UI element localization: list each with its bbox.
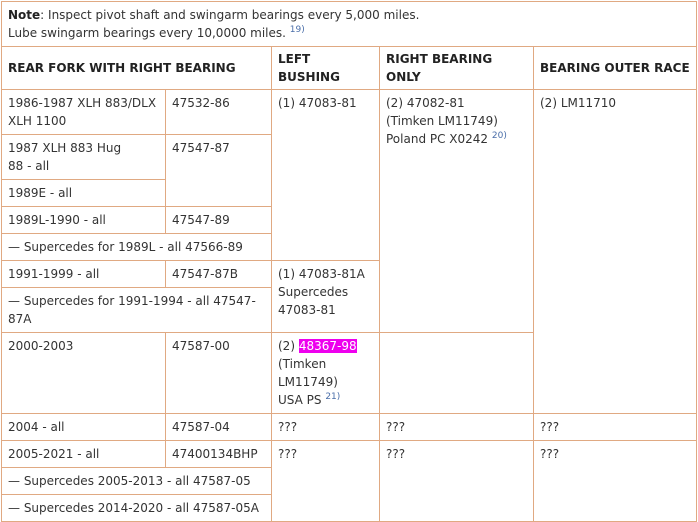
supersede-cell: — Supercedes for 1991-1994 - all 47547-8…	[1, 287, 272, 333]
right-bearing-text: USA PS	[278, 393, 322, 407]
model-cell: 2005-2021 - all	[1, 440, 166, 468]
model-text: 88 - all	[8, 159, 50, 173]
footnote-21-link[interactable]: 21)	[325, 392, 341, 402]
right-bearing-text: (2) 47082-81	[386, 96, 465, 110]
right-bearing-cell: ???	[379, 413, 534, 441]
header-right-bearing: RIGHT BEARING ONLY	[379, 46, 534, 90]
model-cell: 1986-1987 XLH 883/DLX XLH 1100	[1, 89, 166, 135]
outer-race-cell: (2) LM11710	[532, 89, 698, 414]
model-cell: 1989E - all	[1, 179, 166, 207]
header-row: REAR FORK WITH RIGHT BEARING LEFT BUSHIN…	[1, 46, 698, 90]
model-cell: 1987 XLH 883 Hug 88 - all	[1, 134, 166, 180]
note-line-1: : Inspect pivot shaft and swingarm beari…	[40, 8, 420, 22]
right-bearing-cell: (2) 47082-81 (Timken LM11749) Poland PC …	[379, 89, 534, 333]
outer-race-cell: ???	[532, 440, 698, 522]
part-cell: 47547-87B	[165, 260, 272, 288]
table-row: 1989L-1990 - all 47547-89	[1, 206, 697, 234]
footnote-20-link[interactable]: 20)	[491, 131, 507, 141]
left-bushing-cell: (1) 47083-81A Supercedes 47083-81	[271, 260, 380, 333]
model-cell: 1989L-1990 - all	[1, 206, 166, 234]
right-bearing-text: Poland PC X0242	[386, 132, 489, 146]
header-outer-race: BEARING OUTER RACE	[532, 46, 698, 90]
model-cell: 2000-2003	[1, 332, 166, 414]
model-text: XLH 1100	[8, 114, 67, 128]
right-bearing-cell: (2) 48367-98 (Timken LM11749) USA PS 21)	[271, 332, 380, 414]
table-row: 1986-1987 XLH 883/DLX XLH 1100 47532-86 …	[1, 89, 698, 414]
part-cell: 47400134BHP	[165, 440, 272, 468]
footnote-19-link[interactable]: 19)	[289, 25, 305, 35]
left-bushing-text: Supercedes	[278, 285, 349, 299]
part-cell: 47532-86	[165, 89, 272, 135]
model-text: 1986-1987 XLH 883/DLX	[8, 96, 157, 110]
supersede-cell: — Supercedes 2005-2013 - all 47587-05	[1, 467, 272, 495]
part-cell: 47587-00	[165, 332, 272, 414]
left-bushing-cell: ???	[271, 440, 380, 522]
left-bushing-text: 47083-81	[278, 303, 336, 317]
table-row: (2) 48367-98 (Timken LM11749) USA PS 21)	[2, 332, 697, 414]
left-bushing-text: (1) 47083-81A	[278, 267, 365, 281]
left-bushing-cell: ???	[271, 413, 380, 441]
note-label: Note	[8, 8, 41, 22]
table-row: 2004 - all 47587-04 ??? ??? ???	[1, 413, 698, 441]
part-cell: 47547-89	[165, 206, 272, 234]
header-left-bushing: LEFT BUSHING	[271, 46, 380, 90]
supersede-cell: — Supercedes 2014-2020 - all 47587-05A	[1, 494, 272, 522]
supersede-cell: — Supercedes for 1989L - all 47566-89	[1, 233, 272, 261]
right-bearing-cell: ???	[379, 440, 534, 522]
model-cell: 2004 - all	[1, 413, 166, 441]
right-bearing-text: (Timken LM11749)	[278, 357, 338, 389]
part-cell: 47547-87	[165, 134, 272, 207]
note-line-2: Lube swingarm bearings every 10,0000 mil…	[8, 26, 286, 40]
outer-race-cell: ???	[532, 413, 698, 441]
model-cell: 1991-1999 - all	[1, 260, 166, 288]
table-row: 1987 XLH 883 Hug 88 - all 47547-87	[1, 134, 697, 207]
table-row: 1989E - all	[1, 179, 697, 207]
table-row: 2005-2021 - all 47400134BHP ??? ??? ???	[1, 440, 698, 522]
note-cell: Note: Inspect pivot shaft and swingarm b…	[0, 1, 698, 47]
note-row: Note: Inspect pivot shaft and swingarm b…	[0, 1, 698, 47]
header-rear-fork: REAR FORK WITH RIGHT BEARING	[1, 46, 272, 90]
model-text: 1987 XLH 883 Hug	[8, 141, 122, 155]
right-bearing-text: (Timken LM11749)	[386, 114, 498, 128]
right-bearing-prefix: (2)	[278, 339, 299, 353]
part-number-link-highlighted[interactable]: 48367-98	[298, 339, 357, 353]
part-cell: 47587-04	[165, 413, 272, 441]
left-bushing-cell: (1) 47083-81	[271, 89, 380, 261]
